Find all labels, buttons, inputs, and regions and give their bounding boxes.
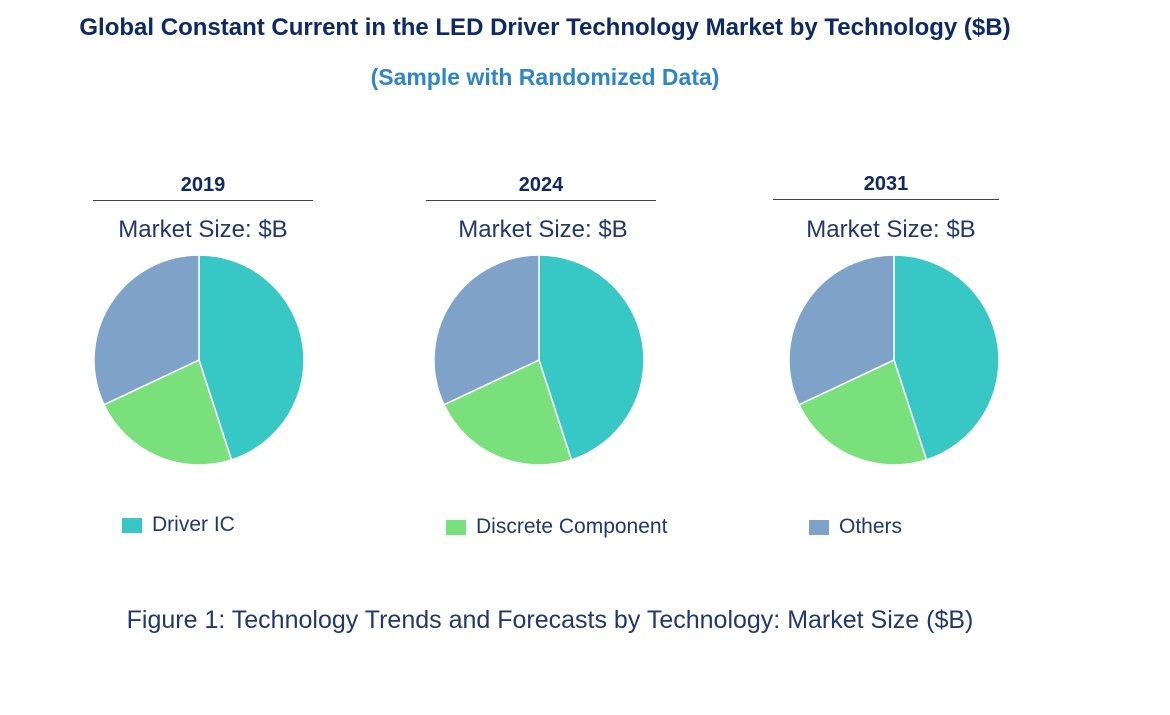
pie-1-slice-driver-ic xyxy=(198,254,305,461)
legend-item-others: Others xyxy=(809,515,902,539)
pie-1-market-size: Market Size: $B xyxy=(118,216,288,243)
pie-2-market-size: Market Size: $B xyxy=(458,216,628,243)
pie-3-slice-driver-ic xyxy=(893,254,1000,461)
legend-swatch-discrete-component xyxy=(446,519,466,535)
pie-chart-2031 xyxy=(788,254,1000,466)
pie-3-year: 2031 xyxy=(773,173,999,200)
chart-subtitle: (Sample with Randomized Data) xyxy=(370,64,720,90)
legend-swatch-driver-ic xyxy=(122,517,142,533)
pie-2-year: 2024 xyxy=(426,174,656,201)
legend-label-driver-ic: Driver IC xyxy=(152,513,235,536)
pie-chart-2019 xyxy=(93,254,305,466)
pie-1-year: 2019 xyxy=(93,174,313,201)
pie-3-slice-discrete-component xyxy=(797,358,928,466)
pie-1-slice-others xyxy=(93,254,200,406)
pie-1-slice-discrete-component xyxy=(102,358,233,466)
pie-3-slice-others xyxy=(788,254,895,406)
pie-2-slice-others xyxy=(433,254,540,406)
pie-chart-2024 xyxy=(433,254,645,466)
legend-label-discrete-component: Discrete Component xyxy=(476,515,668,538)
legend-swatch-others xyxy=(809,519,829,535)
figure-caption: Figure 1: Technology Trends and Forecast… xyxy=(126,606,974,634)
legend-item-discrete-component: Discrete Component xyxy=(446,515,667,539)
chart-title: Global Constant Current in the LED Drive… xyxy=(79,14,1011,41)
pie-3-market-size: Market Size: $B xyxy=(806,216,976,243)
legend-item-driver-ic: Driver IC xyxy=(122,513,235,537)
pie-2-slice-discrete-component xyxy=(442,358,573,466)
legend-label-others: Others xyxy=(839,515,903,538)
pie-2-slice-driver-ic xyxy=(538,254,645,461)
